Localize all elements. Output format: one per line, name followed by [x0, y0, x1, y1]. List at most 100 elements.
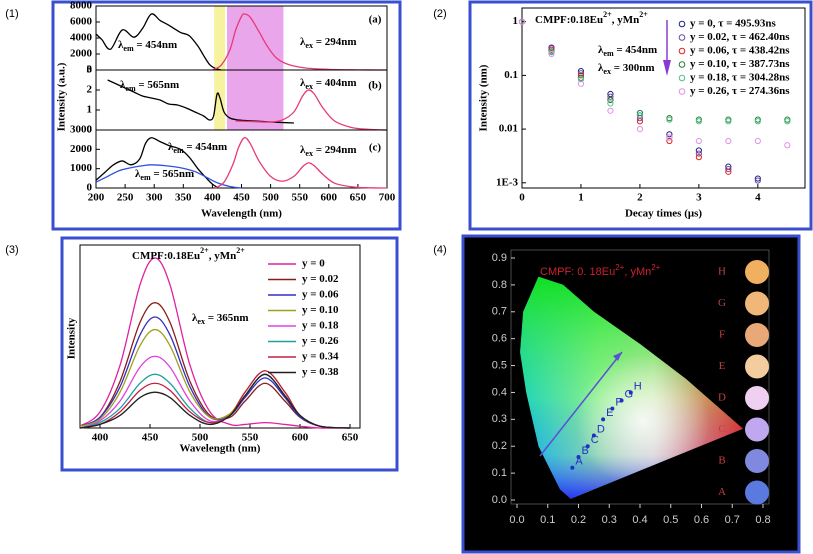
line [107, 79, 294, 124]
y-tick-label: 0.9 [492, 252, 507, 264]
text-part: λ [135, 168, 141, 180]
text-part: 2+ [603, 10, 612, 19]
legend-label: y = 0.10, τ = 387.73ns [690, 58, 790, 70]
text-part: = 454nm [614, 44, 658, 56]
x-tick-label: 400 [204, 192, 221, 204]
line [79, 257, 351, 429]
text-part: em [173, 146, 184, 155]
legend-label: y = 0.02 [302, 273, 339, 285]
y-tick-label: 0.1 [492, 467, 507, 479]
text-part: λ [192, 312, 198, 324]
swatch-label: C [718, 423, 725, 435]
y-tick-label: 0.7 [492, 306, 507, 318]
point [725, 118, 732, 125]
legend-label: y = 0.10 [302, 304, 339, 316]
shaded-range [214, 6, 226, 130]
text-part: = 294nm [313, 144, 357, 156]
swatch-label: B [718, 455, 725, 467]
point [666, 134, 673, 141]
color-swatch [745, 260, 769, 284]
point [636, 125, 644, 133]
point [695, 147, 702, 154]
y-tick-label: 6000 [70, 16, 93, 28]
text-part: 2+ [200, 246, 209, 255]
text-part: , yMn [209, 250, 237, 262]
legend-label: y = 0.18 [302, 320, 339, 332]
point-label: B [582, 445, 589, 457]
point [607, 90, 614, 98]
point [784, 142, 791, 149]
text-part: ex [305, 41, 313, 50]
legend-marker [678, 61, 686, 68]
text-part: ex [305, 82, 313, 91]
point [636, 112, 644, 119]
point-label: E [606, 407, 613, 419]
chart-title: CMPF: 0. 18Eu2+, yMn2+ [540, 263, 661, 278]
x-tick-label: 500 [262, 192, 279, 204]
text-part: = 565nm [151, 168, 195, 180]
x-tick-label: 200 [88, 192, 105, 204]
y-axis-label: Intensity [66, 317, 78, 359]
panel-label: (1) [5, 8, 18, 20]
point [754, 118, 761, 125]
y-tick-label: 8000 [70, 0, 93, 12]
swatch-label: H [718, 266, 726, 278]
legend-label: y = 0.26, τ = 274.36ns [690, 85, 790, 97]
text-part: em [140, 173, 151, 182]
text-part: ex [305, 149, 313, 158]
text-part: ex [197, 317, 205, 326]
point [725, 165, 732, 173]
y-tick-label: 0 [87, 182, 93, 194]
point [754, 177, 761, 184]
text-part: λ [598, 62, 604, 74]
text-part: λ [300, 144, 306, 156]
panel-border [51, 0, 402, 231]
panel-border [468, 0, 813, 231]
panel-label: (2) [433, 8, 446, 20]
y-tick-label: 0 [87, 64, 93, 76]
y-tick-label: 3 [87, 64, 93, 76]
point [666, 137, 673, 145]
point [666, 131, 673, 138]
point-label: C [591, 434, 599, 446]
x-tick-label: 600 [321, 192, 338, 204]
point [666, 116, 673, 123]
point [577, 76, 585, 83]
y-axis-label: Intensity (nm) [478, 64, 490, 131]
subplot-label: (c) [369, 142, 382, 154]
point [695, 118, 702, 125]
point [585, 444, 590, 449]
y-tick-label: 1E-3 [496, 176, 519, 188]
y-tick-label: 0.1 [504, 69, 518, 81]
line [95, 137, 219, 189]
text-part: λ [300, 77, 306, 89]
text-part: = 454nm [184, 141, 228, 153]
x-tick-label: 300 [146, 192, 163, 204]
x-tick-label: 2 [637, 192, 643, 204]
text-part: 2+ [639, 10, 648, 19]
y-tick-label: 1 [513, 15, 519, 27]
x-tick-label: 0.0 [509, 514, 524, 526]
y-tick-label: 2000 [70, 143, 93, 155]
x-tick-label: 650 [342, 432, 359, 444]
chart-title: CMPF:0.18Eu2+, yMn2+ [132, 246, 245, 261]
swatch-label: A [718, 486, 726, 498]
y-tick-label: 0.0 [492, 494, 507, 506]
color-swatch [745, 449, 769, 473]
panel-label: (3) [5, 244, 18, 256]
y-tick-label: 0.5 [492, 359, 507, 371]
chart-title: CMPF:0.18Eu2+, yMn2+ [535, 10, 648, 25]
x-tick-label: 500 [192, 432, 209, 444]
y-tick-label: 0.6 [492, 333, 507, 345]
point [576, 454, 581, 459]
point [601, 417, 606, 422]
color-swatch [745, 291, 769, 316]
point [725, 168, 732, 175]
y-tick-label: 3000 [70, 124, 93, 136]
annotation: λem = 454nm [168, 141, 227, 156]
x-tick-label: 450 [233, 192, 250, 204]
point [784, 118, 791, 125]
swatch-label: D [718, 392, 726, 404]
point [754, 175, 761, 182]
